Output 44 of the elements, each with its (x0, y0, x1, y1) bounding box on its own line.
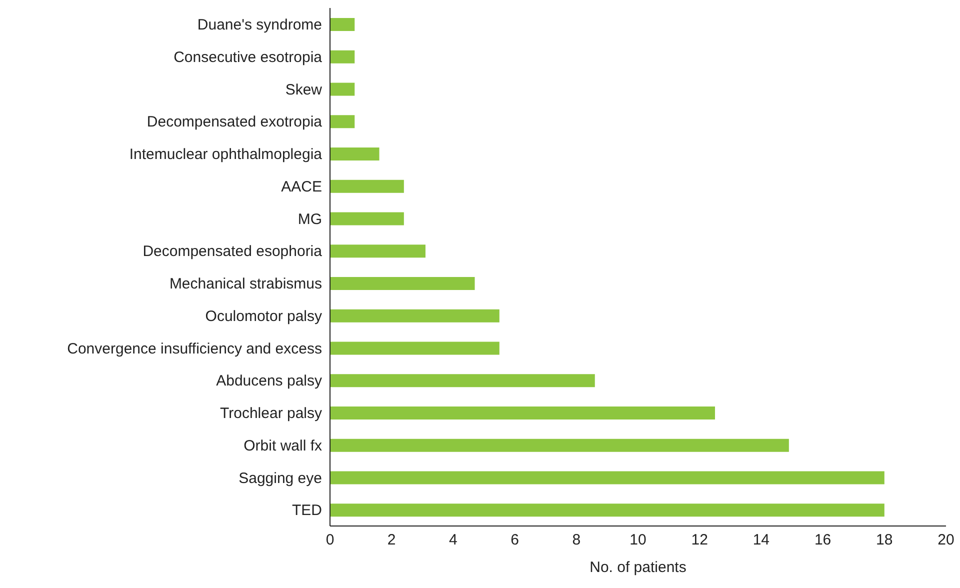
y-tick-label: Abducens palsy (216, 372, 322, 390)
y-tick-label: Consecutive esotropia (174, 48, 323, 66)
y-tick-label: TED (292, 502, 322, 520)
y-tick-label: Trochlear palsy (220, 405, 322, 422)
y-tick-label: Skew (285, 81, 322, 98)
bar (330, 309, 500, 322)
y-tick-label: MG (298, 210, 322, 228)
x-tick-label: 20 (938, 532, 954, 549)
bar (330, 504, 884, 517)
bar (330, 82, 355, 96)
bar (330, 438, 789, 452)
x-tick-label: 18 (876, 532, 893, 549)
bar (330, 277, 475, 290)
bar (330, 18, 355, 31)
bar (330, 50, 355, 64)
y-tick-label: Decompensated exotropia (146, 114, 323, 131)
x-tick-label: 14 (752, 532, 770, 549)
y-tick-label: Sagging eye (238, 470, 322, 487)
x-axis-title: No. of patients (590, 559, 686, 576)
x-tick-label: 0 (326, 532, 334, 549)
bar (330, 212, 404, 226)
y-tick-label: Intemuclear ophthalmoplegia (129, 146, 323, 164)
x-tick-label: 6 (510, 532, 519, 549)
y-tick-label: Decompensated esophoria (142, 243, 323, 260)
x-tick-label: 16 (814, 532, 832, 549)
x-tick-label: 4 (449, 532, 458, 549)
y-tick-label: AACE (281, 178, 322, 196)
bar (330, 342, 500, 355)
bar (330, 471, 884, 484)
x-tick-label: 2 (387, 532, 396, 549)
bar (330, 244, 426, 258)
y-tick-label: Orbit wall fx (244, 437, 322, 454)
bar (330, 374, 595, 388)
bar (330, 115, 355, 128)
bar (330, 148, 380, 160)
x-tick-label: 8 (572, 532, 581, 549)
y-tick-label: Duane's syndrome (197, 16, 322, 34)
x-tick-label: 10 (630, 532, 646, 549)
y-tick-label: Mechanical strabismus (169, 276, 322, 293)
bar (330, 180, 404, 193)
x-tick-label: 12 (691, 532, 708, 549)
bar (330, 406, 715, 420)
y-tick-label: Oculomotor palsy (205, 308, 322, 325)
y-tick-label: Convergence insufficiency and excess (67, 340, 322, 358)
